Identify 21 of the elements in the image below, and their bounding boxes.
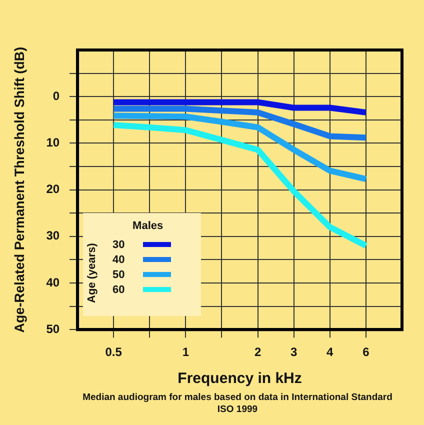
x-tick-label: 0.5 [105,345,122,360]
legend-title: Males [132,220,164,232]
y-tick-label: 40 [46,275,60,290]
annotation: Age (years) [86,242,98,303]
legend-label: 30 [112,238,126,251]
legend-label: 50 [112,268,126,281]
x-tick-label: 2 [254,345,262,360]
y-axis-title: Age-Related Permanent Threshold Shift (dB) [12,46,27,333]
x-axis-title: Frequency in kHz [178,370,302,388]
x-tick-label: 6 [362,345,370,360]
y-tick-label: 20 [46,182,60,196]
text: Median audiogram for males based on data in International Standard ISO 1999 [82,392,394,416]
y-tick-label: 30 [46,228,60,243]
x-tick-label: 4 [326,345,334,360]
legend-label: 60 [112,284,126,296]
x-tick-label: 3 [290,345,298,360]
x-tick-label: 1 [182,345,190,360]
y-tick-label: 50 [46,322,60,336]
y-tick-label: 10 [46,136,60,150]
legend-label: 40 [112,254,126,266]
y-tick-label: 0 [52,88,60,103]
